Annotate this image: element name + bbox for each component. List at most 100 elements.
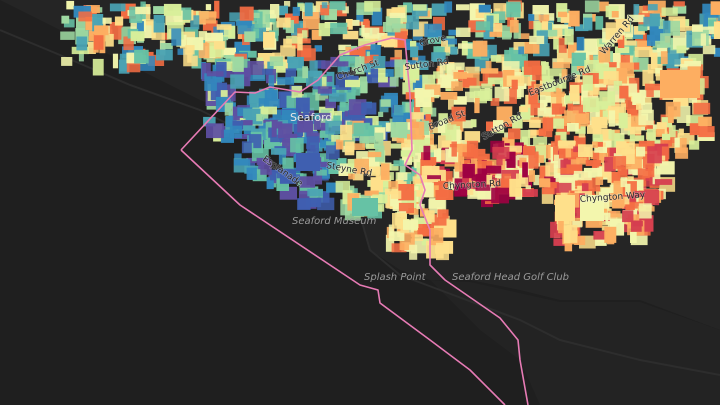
building-footprint: [570, 84, 580, 102]
building-footprint: [629, 62, 640, 70]
building-footprint: [528, 170, 535, 182]
building-footprint: [414, 217, 432, 224]
building-footprint: [405, 70, 416, 83]
building-footprint-large: [580, 195, 604, 221]
building-footprint: [645, 83, 662, 91]
building-footprint: [493, 11, 506, 23]
building-footprint: [584, 60, 599, 73]
building-footprint: [612, 196, 625, 209]
building-footprint: [647, 4, 658, 11]
building-footprint: [359, 81, 368, 94]
building-footprint: [595, 176, 604, 185]
building-footprint: [638, 140, 655, 152]
building-footprint: [93, 34, 104, 50]
building-footprint: [559, 73, 567, 89]
building-footprint: [234, 159, 251, 166]
building-footprint: [558, 140, 576, 149]
building-footprint: [611, 11, 619, 18]
building-footprint: [698, 126, 715, 138]
building-footprint: [412, 4, 427, 11]
building-footprint: [629, 108, 642, 117]
building-footprint: [599, 39, 605, 45]
building-footprint: [106, 25, 112, 34]
building-footprint: [553, 238, 571, 246]
building-footprint: [276, 121, 283, 129]
building-footprint: [112, 53, 119, 69]
building-footprint: [433, 71, 440, 79]
building-footprint: [444, 46, 451, 53]
building-footprint: [492, 146, 510, 159]
building-footprint: [328, 92, 347, 102]
building-footprint: [401, 139, 411, 150]
building-footprint: [319, 191, 330, 203]
building-footprint: [608, 110, 616, 127]
building-footprint: [386, 172, 394, 181]
building-footprint: [317, 86, 332, 94]
building-footprint: [114, 16, 124, 26]
building-footprint: [176, 34, 187, 47]
building-footprint: [582, 75, 593, 91]
building-footprint: [547, 179, 558, 189]
building-footprint: [390, 143, 403, 149]
building-footprint: [367, 166, 380, 177]
building-footprint: [599, 191, 610, 209]
building-footprint: [66, 0, 75, 10]
building-footprint: [422, 101, 433, 115]
building-footprint: [335, 180, 350, 193]
building-footprint: [553, 32, 560, 50]
building-footprint: [564, 110, 579, 123]
building-footprint: [264, 98, 280, 109]
building-footprint: [267, 61, 278, 73]
building-footprint: [585, 220, 603, 228]
building-footprint: [443, 38, 457, 45]
building-footprint: [331, 134, 343, 142]
building-footprint: [634, 46, 653, 58]
building-footprint: [506, 151, 516, 168]
building-footprint: [375, 121, 390, 133]
building-footprint: [538, 14, 550, 22]
building-footprint: [383, 179, 391, 188]
building-footprint: [297, 120, 313, 133]
building-footprint: [371, 7, 383, 26]
building-footprint: [245, 116, 263, 125]
building-footprint: [648, 166, 655, 178]
building-footprint: [403, 2, 412, 13]
building-footprint: [525, 185, 531, 193]
building-footprint: [464, 131, 481, 143]
building-footprint: [680, 63, 688, 73]
building-footprint: [593, 231, 607, 240]
building-footprint: [326, 182, 343, 193]
building-footprint: [406, 15, 419, 30]
building-footprint: [409, 244, 418, 260]
building-footprint: [328, 159, 337, 169]
building-footprint: [662, 133, 671, 141]
building-footprint: [388, 181, 398, 189]
building-footprint: [674, 137, 682, 153]
building-footprint: [393, 104, 404, 116]
building-footprint: [638, 109, 654, 126]
building-footprint: [509, 178, 522, 197]
building-footprint: [553, 154, 564, 169]
building-footprint: [540, 29, 558, 37]
building-footprint: [539, 178, 551, 188]
building-footprint: [486, 165, 502, 174]
building-footprint: [153, 6, 168, 15]
building-footprint: [693, 102, 711, 115]
building-footprint: [702, 3, 718, 15]
building-footprint: [495, 54, 511, 63]
building-footprint: [405, 102, 411, 113]
building-footprint: [533, 136, 548, 148]
building-footprint: [566, 164, 583, 174]
building-footprint: [358, 38, 371, 47]
building-footprint: [243, 108, 261, 119]
building-footprint: [314, 168, 323, 185]
building-footprint: [589, 79, 600, 95]
building-footprint: [435, 190, 454, 200]
building-footprint: [198, 42, 210, 59]
building-footprint: [472, 40, 488, 57]
building-footprint: [214, 72, 223, 90]
building-footprint: [512, 115, 523, 129]
building-footprint: [78, 51, 84, 62]
